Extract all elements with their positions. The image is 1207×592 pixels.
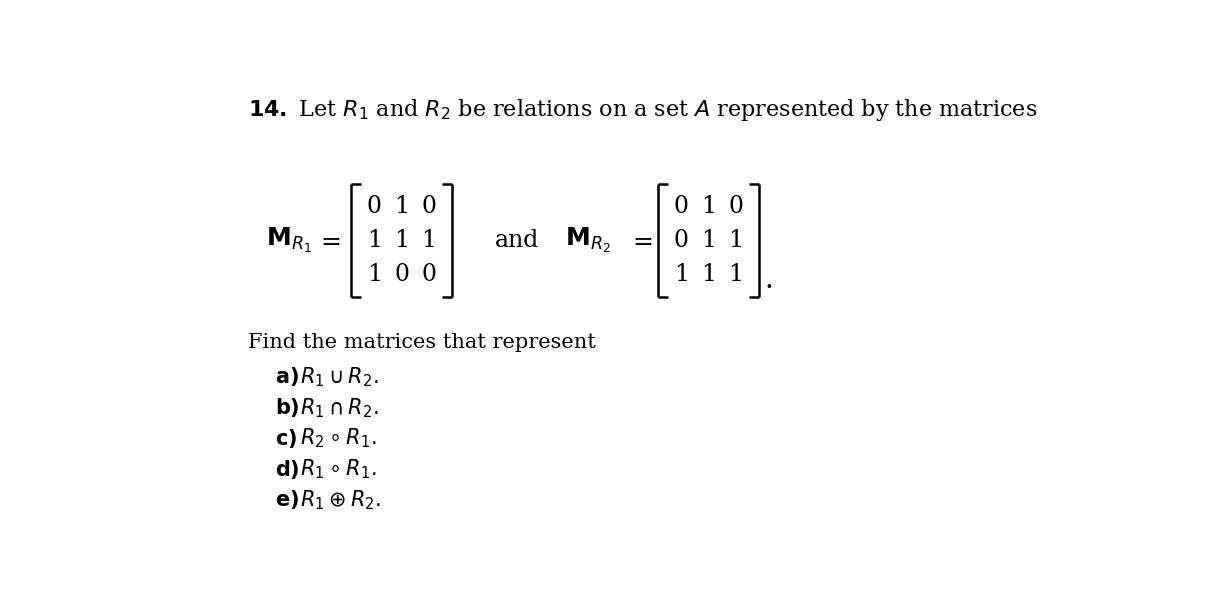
Text: 0: 0	[674, 229, 689, 252]
Text: 1: 1	[393, 195, 409, 218]
Text: 1: 1	[701, 229, 716, 252]
Text: 0: 0	[421, 195, 436, 218]
Text: $R_1 \cup R_2.$: $R_1 \cup R_2.$	[299, 365, 378, 389]
Text: $\mathbf{M}_{R_1}$: $\mathbf{M}_{R_1}$	[267, 226, 313, 255]
Text: 1: 1	[367, 263, 383, 286]
Text: 1: 1	[701, 263, 716, 286]
Text: $\mathbf{a)}$: $\mathbf{a)}$	[275, 365, 298, 388]
Text: $R_1 \cap R_2.$: $R_1 \cap R_2.$	[299, 396, 378, 420]
Text: 0: 0	[367, 195, 381, 218]
Text: 1: 1	[701, 195, 716, 218]
Text: 0: 0	[395, 263, 409, 286]
Text: $R_2 \circ R_1.$: $R_2 \circ R_1.$	[299, 427, 377, 451]
Text: $\mathbf{c)}$: $\mathbf{c)}$	[275, 427, 297, 450]
Text: 0: 0	[728, 195, 744, 218]
Text: 0: 0	[674, 195, 689, 218]
Text: $R_1 \circ R_1.$: $R_1 \circ R_1.$	[299, 458, 377, 481]
Text: 1: 1	[421, 229, 436, 252]
Text: $\mathbf{M}_{R_2}$: $\mathbf{M}_{R_2}$	[565, 226, 611, 255]
Text: 1: 1	[728, 229, 744, 252]
Text: and: and	[495, 229, 540, 252]
Text: $R_1 \oplus R_2.$: $R_1 \oplus R_2.$	[299, 488, 380, 512]
Text: 1: 1	[728, 263, 744, 286]
Text: $\mathbf{d)}$: $\mathbf{d)}$	[275, 458, 299, 481]
Text: $=$: $=$	[316, 229, 342, 252]
Text: Find the matrices that represent: Find the matrices that represent	[247, 333, 595, 352]
Text: .: .	[764, 266, 772, 294]
Text: $=$: $=$	[629, 229, 653, 252]
Text: 1: 1	[674, 263, 689, 286]
Text: 1: 1	[393, 229, 409, 252]
Text: 1: 1	[367, 229, 383, 252]
Text: 0: 0	[421, 263, 436, 286]
Text: $\mathbf{e)}$: $\mathbf{e)}$	[275, 488, 299, 511]
Text: $\mathbf{b)}$: $\mathbf{b)}$	[275, 396, 299, 419]
Text: $\mathbf{14.}$ Let $R_1$ and $R_2$ be relations on a set $A$ represented by the : $\mathbf{14.}$ Let $R_1$ and $R_2$ be re…	[247, 97, 1037, 123]
